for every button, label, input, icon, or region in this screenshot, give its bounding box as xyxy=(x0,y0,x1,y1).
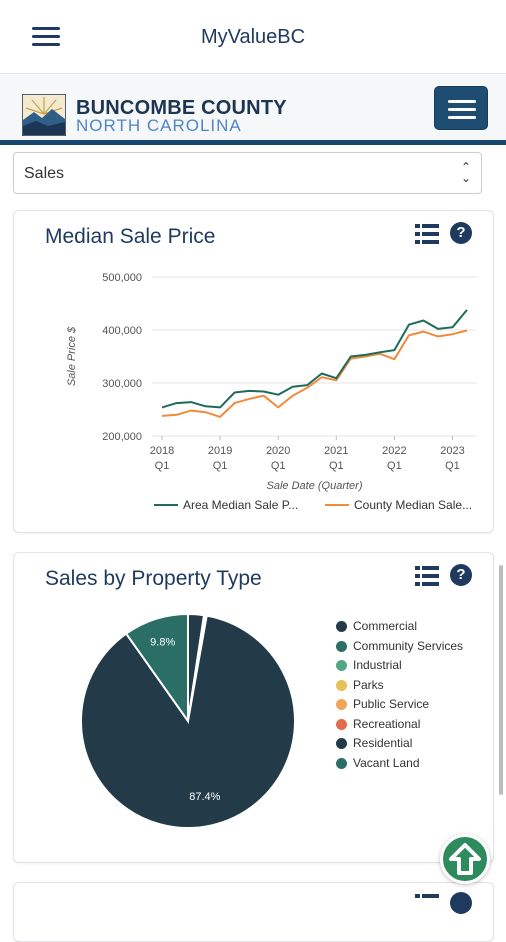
x-tick-year: 2018 xyxy=(150,445,174,457)
list-icon[interactable] xyxy=(415,893,439,915)
legend-label: Industrial xyxy=(353,658,402,672)
legend-item[interactable]: Parks xyxy=(336,678,463,698)
legend-dot xyxy=(336,679,347,691)
app-title: MyValueBC xyxy=(200,26,306,48)
x-tick-year: 2022 xyxy=(382,445,406,457)
y-tick-label: 300,000 xyxy=(102,378,142,390)
legend-line-area xyxy=(154,504,178,506)
header-rule xyxy=(0,140,506,145)
sales-by-property-type-chart: 87.4% 9.8% xyxy=(80,612,296,829)
y-axis-label: Sale Price $ xyxy=(66,326,78,386)
x-tick-quarter: Q1 xyxy=(445,460,460,472)
x-tick-year: 2019 xyxy=(208,445,232,457)
legend-label: Recreational xyxy=(353,716,421,731)
scroll-to-top-button[interactable] xyxy=(440,834,490,884)
report-select-value: Sales xyxy=(24,165,65,182)
x-tick-quarter: Q1 xyxy=(213,460,228,472)
scrollbar[interactable] xyxy=(499,565,503,795)
x-tick-quarter: Q1 xyxy=(387,460,402,472)
county-logo xyxy=(22,94,66,136)
legend-dot xyxy=(336,640,347,652)
legend-item[interactable]: Industrial xyxy=(336,658,463,678)
x-axis-label: Sale Date (Quarter) xyxy=(267,480,363,492)
legend-label: Commercial xyxy=(353,619,418,633)
list-icon[interactable] xyxy=(415,223,439,245)
report-select[interactable]: Sales ⌃ ⌄ xyxy=(13,152,482,194)
legend-item[interactable]: Residential xyxy=(336,736,463,756)
county-name: BUNCOMBE COUNTY xyxy=(76,97,287,119)
legend-label: Community Services xyxy=(353,638,464,653)
legend-label: Residential xyxy=(353,736,413,750)
x-tick-quarter: Q1 xyxy=(329,460,344,472)
arrow-up-icon xyxy=(449,843,481,875)
legend-item[interactable]: Community Services xyxy=(336,639,463,659)
legend-dot xyxy=(336,621,347,632)
slice-label: 9.8% xyxy=(150,636,175,648)
site-menu-button[interactable] xyxy=(434,86,488,130)
legend-dot xyxy=(336,699,347,710)
legend-county-median: County Median Sale... xyxy=(354,498,473,512)
pie-slice xyxy=(124,612,189,725)
median-sale-price-card: Median Sale Price ? 500,000 400,000 300,00… xyxy=(13,210,494,533)
slice-label: 87.4% xyxy=(189,791,220,803)
sales-by-property-type-card: Sales by Property Type ? 87.4% 9.8% Comme… xyxy=(13,552,494,863)
legend-dot xyxy=(336,757,347,769)
pie-legend: Commercial Community Services Industrial Pa… xyxy=(336,619,463,775)
question-circle-icon[interactable] xyxy=(450,892,472,914)
legend-label: Public Service xyxy=(353,697,430,711)
legend-item[interactable]: Commercial xyxy=(336,619,463,639)
x-tick-quarter: Q1 xyxy=(155,460,170,472)
legend-dot xyxy=(336,738,347,749)
y-tick-label: 500,000 xyxy=(102,272,142,284)
x-tick-year: 2023 xyxy=(440,445,464,457)
legend-dot xyxy=(336,718,347,730)
series-line xyxy=(161,309,468,409)
question-circle-icon[interactable]: ? xyxy=(450,222,472,244)
app-bar: MyValueBC xyxy=(0,0,506,74)
list-icon[interactable] xyxy=(415,565,439,587)
x-tick-quarter: Q1 xyxy=(271,460,286,472)
legend-label: Vacant Land xyxy=(353,755,420,770)
legend-area-median: Area Median Sale P... xyxy=(183,498,299,512)
card-title: Median Sale Price xyxy=(45,225,216,248)
state-name: NORTH CAROLINA xyxy=(76,116,242,135)
legend-label: Parks xyxy=(353,677,384,692)
legend-item[interactable]: Public Service xyxy=(336,697,463,717)
next-card xyxy=(13,882,494,942)
site-header: BUNCOMBE COUNTY NORTH CAROLINA xyxy=(0,74,506,145)
hamburger-icon[interactable] xyxy=(32,26,62,48)
median-sale-price-chart: 500,000 400,000 300,000 200,000 2018 Q1 2019 Q1… xyxy=(66,272,477,492)
y-tick-label: 400,000 xyxy=(102,325,142,337)
legend-dot xyxy=(336,660,347,671)
question-circle-icon[interactable]: ? xyxy=(450,564,472,586)
y-tick-label: 200,000 xyxy=(102,431,142,443)
legend-item[interactable]: Vacant Land xyxy=(336,756,463,776)
card-title: Sales by Property Type xyxy=(45,567,262,590)
legend-item[interactable]: Recreational xyxy=(336,717,463,737)
series-line xyxy=(161,329,468,418)
x-tick-year: 2020 xyxy=(266,445,290,457)
x-tick-year: 2021 xyxy=(324,445,348,457)
legend-line-county xyxy=(325,504,349,506)
chevron-up-down-icon: ⌃ ⌄ xyxy=(460,160,471,185)
